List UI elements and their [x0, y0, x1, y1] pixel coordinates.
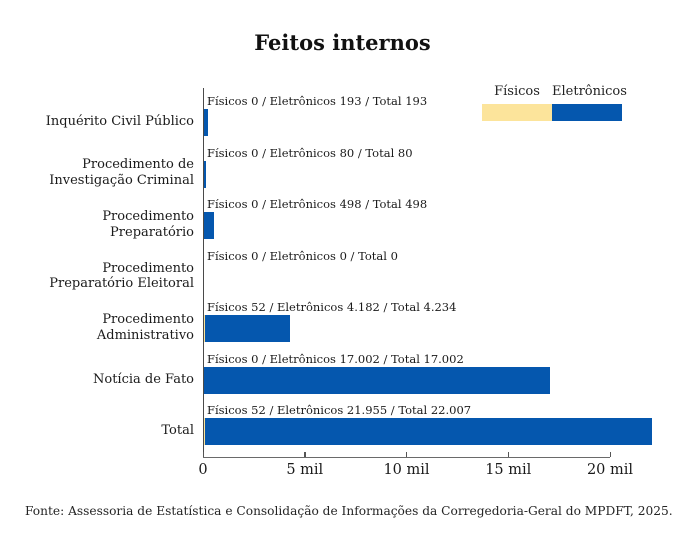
x-tick-label: 15 mil — [485, 462, 532, 478]
bar — [204, 160, 206, 188]
x-tick-label: 0 — [198, 462, 208, 478]
x-tick-label: 5 mil — [286, 462, 324, 478]
bar-value-label: Físicos 0 / Eletrônicos 498 / Total 498 — [207, 197, 428, 212]
bar-row: Físicos 0 / Eletrônicos 17.002 / Total 1… — [204, 351, 674, 406]
category-label: Procedimento de Investigação Criminal — [49, 157, 194, 189]
legend-item-eletronicos: Eletrônicos — [552, 84, 627, 121]
category-label: Total — [161, 423, 194, 439]
bar-row: Físicos 0 / Eletrônicos 193 / Total 193 — [204, 94, 674, 148]
bar-value-label: Físicos 0 / Eletrônicos 0 / Total 0 — [207, 248, 398, 263]
x-tick-mark — [202, 452, 204, 457]
bar-row: Físicos 52 / Eletrônicos 21.955 / Total … — [204, 403, 674, 457]
x-tick-label: 20 mil — [586, 462, 634, 478]
bar-row: Físicos 0 / Eletrônicos 0 / Total 0 — [204, 248, 674, 303]
bar-value-label: Físicos 52 / Eletrônicos 4.182 / Total 4… — [207, 300, 457, 315]
bar-value-label: Físicos 0 / Eletrônicos 80 / Total 80 — [207, 145, 413, 160]
bar-value-label: Físicos 0 / Eletrônicos 193 / Total 193 — [207, 94, 428, 108]
legend: Físicos Eletrônicos — [482, 84, 627, 121]
bar-row: Físicos 0 / Eletrônicos 498 / Total 498 — [204, 197, 674, 251]
bar — [204, 366, 550, 394]
x-tick-mark — [304, 452, 306, 457]
bar-segment-fisicos — [204, 315, 206, 343]
category-label: Procedimento Preparatório — [102, 209, 194, 240]
bar-segment-eletronicos — [204, 109, 208, 136]
bar-segment-fisicos — [204, 418, 206, 446]
legend-label: Eletrônicos — [552, 84, 627, 99]
category-label: Procedimento Preparatório Eleitoral — [49, 260, 194, 292]
category-label: Notícia de Fato — [93, 371, 194, 387]
legend-swatch — [552, 104, 622, 121]
x-axis-line — [203, 457, 610, 458]
bar — [204, 109, 208, 136]
bar — [204, 418, 652, 446]
bar-value-label: Físicos 0 / Eletrônicos 17.002 / Total 1… — [207, 351, 464, 366]
bar-segment-eletronicos — [204, 366, 550, 394]
bar — [204, 212, 215, 240]
source-note: Fonte: Assessoria de Estatística e Conso… — [25, 504, 673, 518]
bar-segment-eletronicos — [205, 418, 652, 446]
bar — [204, 315, 291, 343]
category-label: Procedimento Administrativo — [96, 312, 194, 344]
bar-segment-eletronicos — [204, 212, 215, 240]
chart-title: Feitos internos — [254, 30, 431, 55]
bar-segment-eletronicos — [205, 315, 291, 343]
bar-row: Físicos 0 / Eletrônicos 80 / Total 80 — [204, 145, 674, 200]
bar-value-label: Físicos 52 / Eletrônicos 21.955 / Total … — [207, 403, 472, 418]
legend-swatch — [482, 104, 552, 121]
bar-segment-eletronicos — [204, 160, 206, 188]
x-tick-label: 10 mil — [383, 462, 430, 478]
legend-label: Físicos — [494, 84, 540, 99]
x-tick-mark — [609, 452, 611, 457]
x-tick-mark — [507, 452, 510, 457]
legend-item-fisicos: Físicos — [482, 84, 552, 121]
category-label: Inquérito Civil Público — [45, 113, 194, 129]
x-tick-mark — [406, 452, 408, 457]
bar-row: Físicos 52 / Eletrônicos 4.182 / Total 4… — [204, 300, 674, 354]
y-axis-line — [203, 88, 204, 457]
